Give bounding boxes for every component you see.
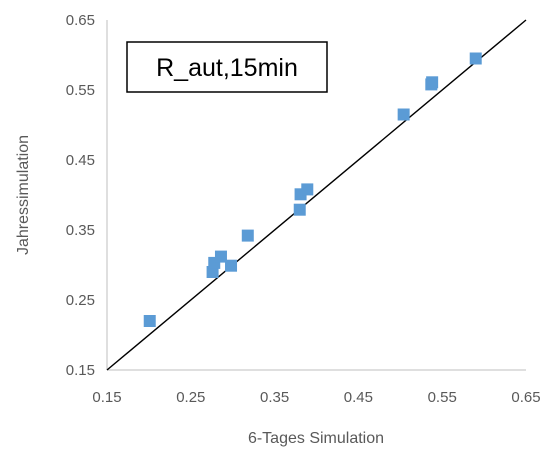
data-point [225,259,238,272]
y-tick-label: 0.55 [66,82,95,99]
data-point [206,266,219,278]
x-tick-label: 0.55 [428,389,457,406]
y-axis-title: Jahressimulation [15,135,32,255]
x-axis-title: 6-Tages Simulation [248,430,384,447]
y-tick-label: 0.25 [66,292,95,309]
y-tick-label: 0.35 [66,222,95,239]
diagonal-reference-line [106,19,527,371]
x-tick-label: 0.35 [260,389,289,406]
data-point [397,108,410,121]
data-points [143,52,482,327]
y-tick-label: 0.45 [66,152,95,169]
x-tick-label: 0.45 [344,389,373,406]
data-point [214,250,227,263]
annotation-box [126,41,328,93]
y-tick-labels: 0.15 0.25 0.35 0.45 0.55 0.65 [66,12,95,379]
x-tick-label: 0.15 [92,389,121,406]
annotation-label: R_aut,15min [156,54,298,82]
data-point [143,315,156,327]
data-point [241,229,254,242]
x-tick-labels: 0.15 0.25 0.35 0.45 0.55 0.65 [92,389,540,406]
data-point [426,76,439,89]
x-tick-label: 0.65 [511,389,540,406]
data-point [301,183,314,196]
y-tick-label: 0.65 [66,12,95,29]
x-tick-label: 0.25 [176,389,205,406]
data-point [293,203,306,216]
data-point [469,52,482,65]
y-tick-label: 0.15 [66,362,95,379]
